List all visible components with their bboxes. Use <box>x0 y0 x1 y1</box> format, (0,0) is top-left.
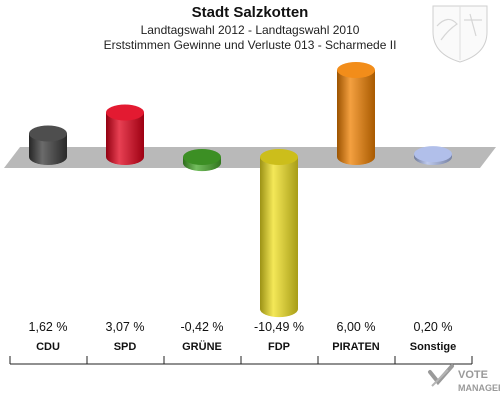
category-label-piraten: PIRATEN <box>332 341 380 353</box>
value-label-sonstige: 0,20 % <box>414 320 453 334</box>
category-label-spd: SPD <box>114 341 137 353</box>
chart-subtitle-1: Landtagswahl 2012 - Landtagswahl 2010 <box>141 23 360 37</box>
value-label-cdu: 1,62 % <box>29 320 68 334</box>
category-label-cdu: CDU <box>36 341 60 353</box>
labels-group: 1,62 % CDU 3,07 % SPD -0,42 % GRÜNE -10,49 % FD… <box>29 320 457 353</box>
category-axis-ticks <box>9 356 473 364</box>
logo-text-vote: VOTE <box>458 369 488 381</box>
value-label-piraten: 6,00 % <box>337 320 376 334</box>
bars-group <box>29 62 452 318</box>
logo-text-manager: MANAGER <box>458 383 500 393</box>
vote-manager-logo: VOTE MANAGER <box>428 364 500 393</box>
checkmark-icon <box>428 364 454 387</box>
value-label-fdp: -10,49 % <box>254 320 304 334</box>
chart-title: Stadt Salzkotten <box>192 4 309 21</box>
value-label-spd: 3,07 % <box>106 320 145 334</box>
coat-of-arms-icon <box>432 5 488 63</box>
category-label-fdp: FDP <box>268 341 290 353</box>
bar-spd <box>106 104 144 165</box>
chart-subtitle-2: Erststimmen Gewinne und Verluste 013 - S… <box>104 38 397 52</box>
category-label-sonstige: Sonstige <box>410 341 456 353</box>
value-label-grune: -0,42 % <box>180 320 223 334</box>
bar-sonstige <box>414 146 452 165</box>
bar-grune <box>183 149 221 172</box>
bar-fdp <box>260 149 298 318</box>
bar-piraten <box>337 62 375 165</box>
bar-cdu <box>29 125 67 165</box>
category-label-grune: GRÜNE <box>182 340 222 353</box>
